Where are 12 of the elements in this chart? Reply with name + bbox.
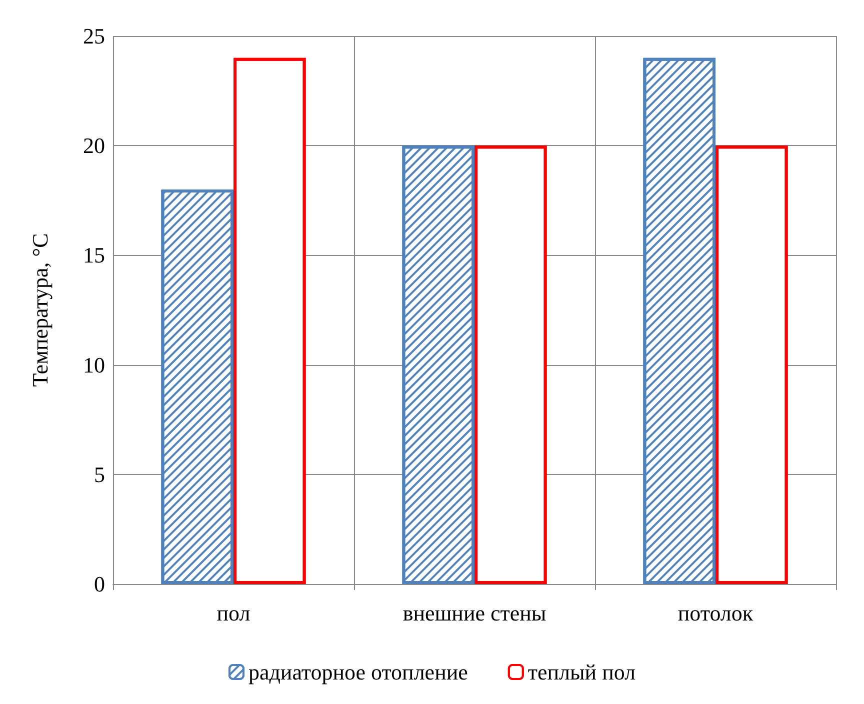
y-tick-label: 20	[83, 133, 105, 158]
y-tick-label: 5	[94, 462, 105, 487]
legend-label: теплый пол	[528, 660, 636, 684]
y-axis-title: Температура, °С	[28, 233, 52, 387]
x-tick-label: пол	[216, 600, 250, 626]
legend-label: радиаторное отопление	[248, 660, 468, 684]
y-tick-label: 15	[83, 242, 105, 268]
y-tick-label: 0	[94, 572, 105, 596]
y-tick-label: 10	[83, 352, 105, 378]
y-tick-label: 25	[83, 24, 105, 48]
x-tick-label: внешние стены	[402, 600, 546, 626]
x-tick-label: потолок	[678, 600, 754, 626]
